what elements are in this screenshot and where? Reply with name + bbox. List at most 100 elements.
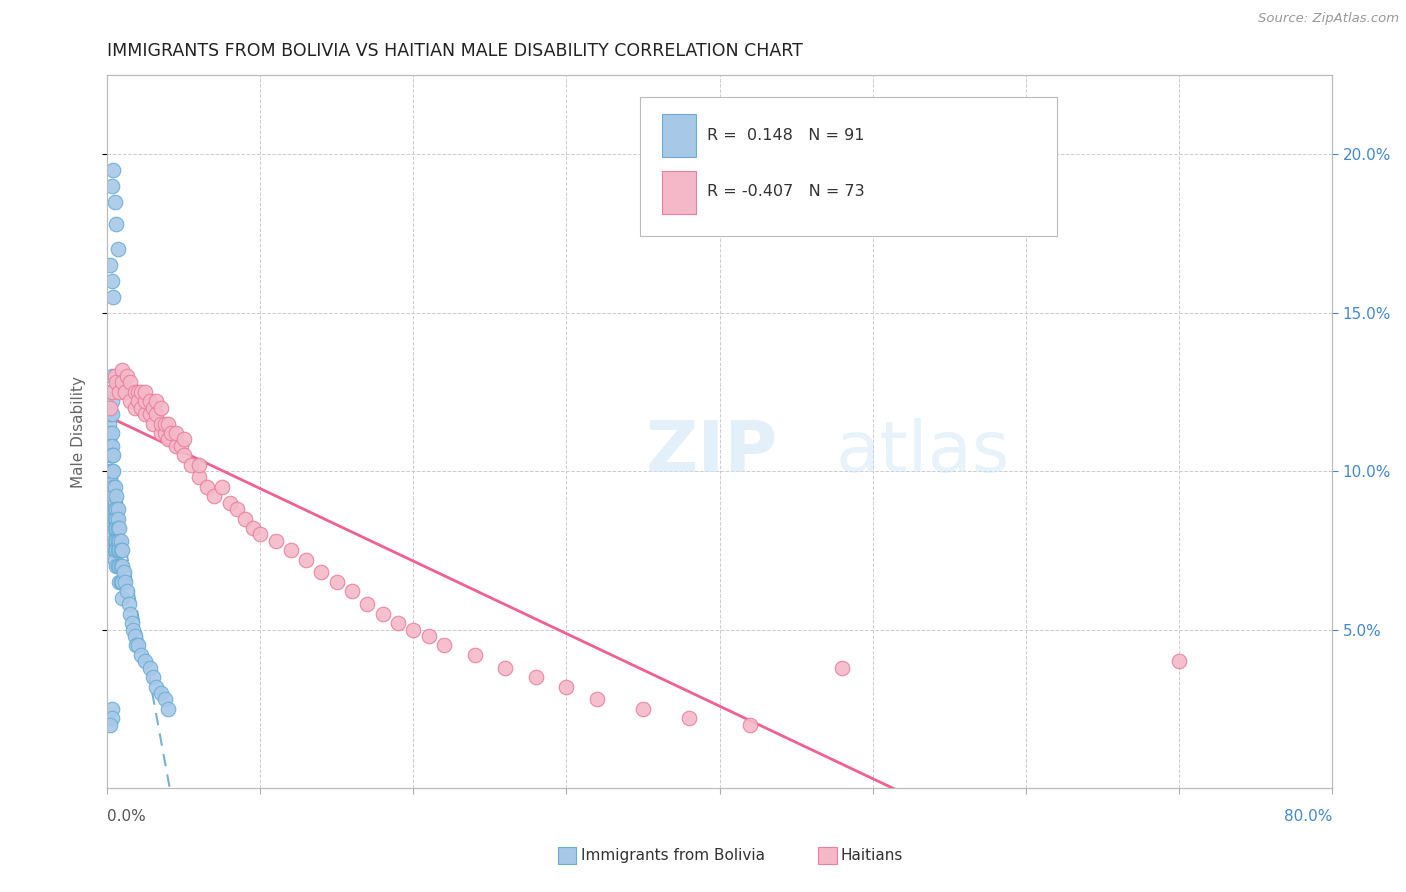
- Point: [104, 194, 127, 209]
- Point: [831, 660, 853, 674]
- FancyBboxPatch shape: [662, 114, 696, 157]
- Point: [98, 464, 121, 478]
- Point: [103, 521, 125, 535]
- Point: [165, 439, 187, 453]
- Point: [340, 584, 363, 599]
- Point: [104, 553, 127, 567]
- Point: [115, 369, 138, 384]
- Point: [104, 543, 127, 558]
- Text: Immigrants from Bolivia: Immigrants from Bolivia: [581, 848, 765, 863]
- Text: 80.0%: 80.0%: [1284, 809, 1333, 824]
- Point: [218, 496, 240, 510]
- Point: [134, 384, 156, 399]
- Point: [125, 638, 148, 652]
- Point: [103, 533, 125, 548]
- Point: [108, 574, 131, 589]
- Point: [100, 407, 122, 421]
- Point: [1168, 654, 1191, 668]
- Point: [100, 274, 122, 288]
- Point: [98, 426, 121, 441]
- Point: [105, 543, 128, 558]
- Point: [105, 490, 128, 504]
- Point: [678, 711, 700, 725]
- Text: R = -0.407   N = 73: R = -0.407 N = 73: [707, 184, 865, 199]
- Point: [157, 701, 180, 715]
- Point: [107, 502, 129, 516]
- Point: [100, 179, 122, 194]
- Point: [98, 407, 121, 421]
- Point: [114, 384, 136, 399]
- Point: [104, 521, 127, 535]
- Point: [100, 476, 122, 491]
- Point: [115, 584, 138, 599]
- Point: [371, 607, 394, 621]
- Point: [105, 559, 128, 574]
- Point: [105, 217, 128, 231]
- Point: [233, 511, 256, 525]
- Point: [180, 458, 202, 472]
- Point: [387, 616, 409, 631]
- Point: [402, 623, 425, 637]
- Point: [100, 464, 122, 478]
- Point: [112, 566, 135, 580]
- Point: [111, 543, 134, 558]
- Point: [124, 401, 146, 415]
- Point: [104, 480, 127, 494]
- Point: [631, 701, 654, 715]
- Point: [105, 376, 128, 390]
- Point: [149, 417, 172, 431]
- Point: [105, 511, 128, 525]
- Point: [134, 407, 156, 421]
- Point: [127, 384, 149, 399]
- Point: [103, 502, 125, 516]
- Point: [108, 521, 131, 535]
- Point: [98, 401, 121, 415]
- Point: [98, 717, 121, 731]
- Point: [586, 692, 609, 706]
- Point: [111, 574, 134, 589]
- Point: [149, 686, 172, 700]
- Point: [127, 394, 149, 409]
- Text: R =  0.148   N = 91: R = 0.148 N = 91: [707, 128, 865, 143]
- Point: [108, 533, 131, 548]
- Y-axis label: Male Disability: Male Disability: [72, 376, 86, 488]
- Point: [111, 591, 134, 605]
- Point: [100, 384, 122, 399]
- Point: [100, 426, 122, 441]
- Point: [326, 574, 349, 589]
- Point: [142, 670, 165, 684]
- Point: [110, 533, 132, 548]
- Point: [149, 426, 172, 441]
- Point: [149, 401, 172, 415]
- Point: [155, 692, 177, 706]
- Point: [111, 376, 134, 390]
- Point: [103, 480, 125, 494]
- Point: [103, 163, 125, 178]
- Point: [104, 502, 127, 516]
- Point: [104, 533, 127, 548]
- Point: [173, 433, 195, 447]
- Point: [111, 363, 134, 377]
- Point: [121, 616, 143, 631]
- Point: [107, 243, 129, 257]
- Point: [122, 623, 145, 637]
- Point: [264, 533, 287, 548]
- Point: [98, 384, 121, 399]
- Point: [100, 448, 122, 462]
- Point: [103, 448, 125, 462]
- Point: [134, 654, 156, 668]
- Point: [129, 648, 152, 662]
- Point: [117, 597, 139, 611]
- Point: [188, 470, 211, 484]
- Point: [118, 607, 141, 621]
- Point: [155, 426, 177, 441]
- Point: [211, 480, 233, 494]
- Point: [98, 439, 121, 453]
- Point: [311, 566, 333, 580]
- Point: [242, 521, 264, 535]
- Point: [98, 258, 121, 272]
- Point: [139, 660, 162, 674]
- Point: [157, 417, 180, 431]
- Point: [114, 574, 136, 589]
- Point: [157, 433, 180, 447]
